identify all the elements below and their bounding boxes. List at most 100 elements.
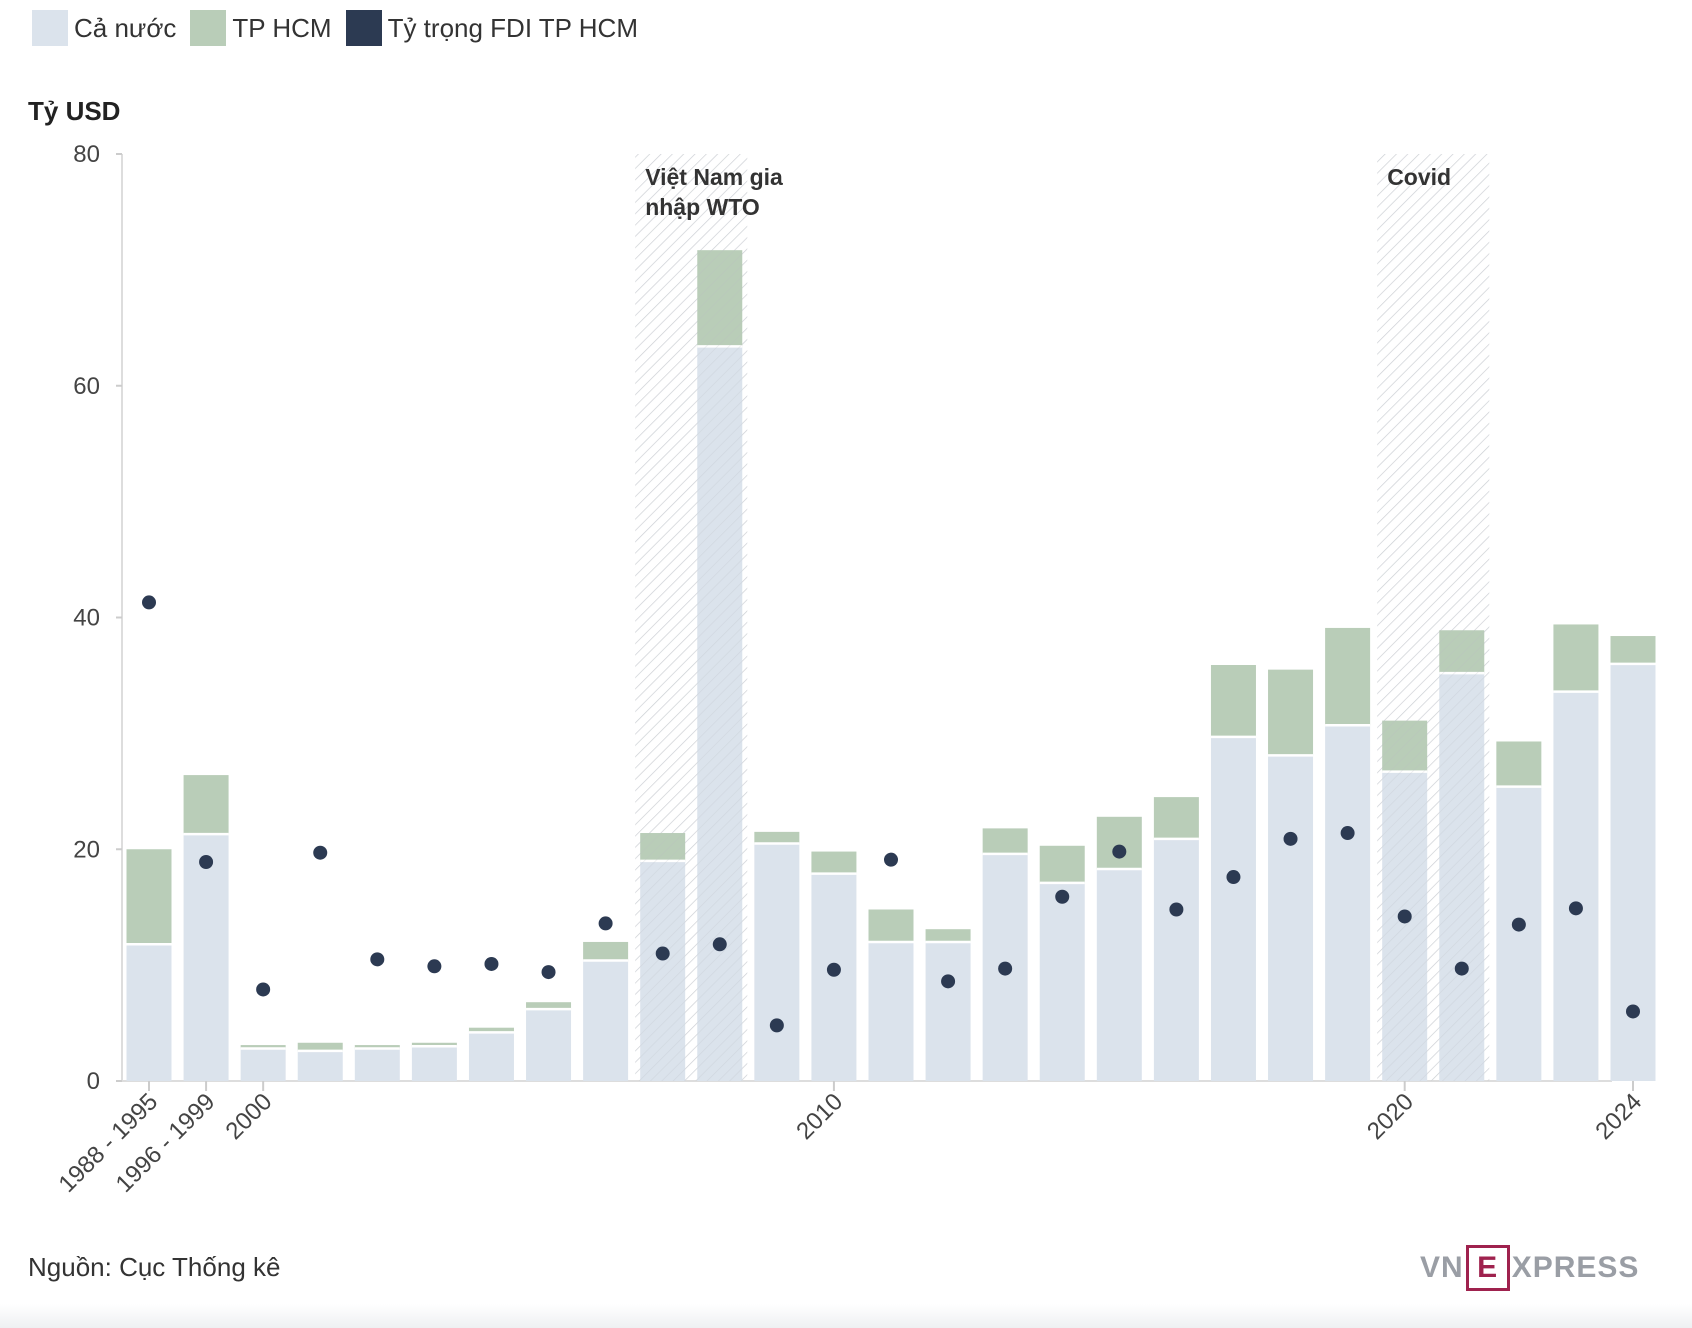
point-ty-trong-16 [1055, 889, 1070, 904]
point-ty-trong-5 [427, 959, 442, 974]
bar-tp-hcm-6 [468, 1027, 514, 1033]
y-axis-title: Tỷ USD [28, 96, 121, 126]
bar-tp-hcm-0 [126, 849, 172, 945]
bar-tp-hcm-17 [1096, 816, 1142, 869]
bar-ca-nuoc-18 [1153, 838, 1199, 1081]
point-ty-trong-25 [1568, 901, 1583, 916]
x-tick-label-2: 2000 [221, 1088, 278, 1145]
legend-swatch-tp-hcm [190, 10, 227, 46]
point-ty-trong-2 [256, 982, 271, 997]
point-ty-trong-23 [1454, 961, 1469, 976]
bar-ca-nuoc-4 [354, 1048, 400, 1081]
bar-tp-hcm-26 [1610, 636, 1656, 664]
legend-item-ty-trong: Tỷ trọng FDI TP HCM [345, 10, 638, 46]
point-ty-trong-14 [941, 974, 956, 989]
point-ty-trong-7 [541, 965, 556, 980]
bar-ca-nuoc-13 [868, 941, 914, 1081]
point-ty-trong-21 [1340, 826, 1355, 841]
bar-ca-nuoc-7 [526, 1009, 572, 1081]
point-ty-trong-10 [712, 937, 727, 952]
highlight-label-0-line-1: nhập WTO [645, 194, 760, 220]
bar-ca-nuoc-1 [183, 834, 229, 1081]
legend-label-ty-trong: Tỷ trọng FDI TP HCM [387, 12, 638, 43]
bar-ca-nuoc-14 [925, 941, 971, 1081]
x-tick-label-12: 2010 [791, 1088, 848, 1145]
logo-text-vn: VN [1420, 1251, 1464, 1284]
x-tick-label-22: 2020 [1362, 1088, 1419, 1145]
highlight-overlay-1 [1377, 154, 1490, 1081]
point-ty-trong-15 [998, 961, 1013, 976]
legend-label-ca-nuoc: Cả nước [74, 12, 177, 43]
bar-ca-nuoc-8 [583, 960, 629, 1081]
bar-tp-hcm-20 [1268, 669, 1314, 756]
logo-text-xpress: XPRESS [1511, 1251, 1640, 1284]
bar-ca-nuoc-6 [468, 1032, 514, 1081]
legend-item-tp-hcm: TP HCM [190, 10, 332, 46]
bar-ca-nuoc-11 [754, 843, 800, 1081]
highlight-label-0-line-0: Việt Nam gia [645, 164, 783, 190]
bar-tp-hcm-1 [183, 775, 229, 835]
point-ty-trong-4 [370, 952, 385, 967]
point-ty-trong-3 [313, 845, 328, 860]
share-points [142, 595, 1640, 1033]
y-tick-label-60: 60 [73, 373, 100, 400]
bar-tp-hcm-25 [1553, 624, 1599, 692]
point-ty-trong-12 [826, 962, 841, 977]
y-tick-label-0: 0 [87, 1068, 100, 1095]
bar-ca-nuoc-3 [297, 1050, 343, 1081]
point-ty-trong-1 [199, 854, 214, 869]
point-ty-trong-18 [1169, 902, 1184, 917]
bar-ca-nuoc-12 [811, 873, 857, 1081]
bar-tp-hcm-16 [1039, 845, 1085, 883]
point-ty-trong-8 [598, 916, 613, 931]
point-ty-trong-6 [484, 956, 499, 971]
point-ty-trong-0 [142, 595, 156, 610]
point-ty-trong-17 [1112, 844, 1127, 859]
highlight-overlays [635, 154, 1490, 1081]
bar-tp-hcm-7 [526, 1002, 572, 1010]
bar-ca-nuoc-16 [1039, 882, 1085, 1081]
bar-tp-hcm-5 [411, 1042, 457, 1047]
bar-tp-hcm-14 [925, 929, 971, 942]
bar-ca-nuoc-24 [1496, 786, 1542, 1081]
bar-tp-hcm-3 [297, 1042, 343, 1051]
logo-e-box: E [1465, 1245, 1510, 1291]
bar-tp-hcm-19 [1210, 665, 1256, 737]
point-ty-trong-24 [1511, 917, 1526, 932]
bar-tp-hcm-2 [240, 1045, 286, 1049]
highlight-label-1-line-0: Covid [1387, 164, 1451, 190]
y-tick-label-40: 40 [73, 605, 100, 632]
bar-ca-nuoc-19 [1210, 736, 1256, 1081]
point-ty-trong-19 [1226, 870, 1241, 885]
bar-tp-hcm-21 [1325, 627, 1371, 726]
point-ty-trong-11 [769, 1018, 784, 1033]
bar-tp-hcm-13 [868, 909, 914, 942]
bar-ca-nuoc-21 [1325, 725, 1371, 1081]
bar-tp-hcm-15 [982, 828, 1028, 854]
bar-ca-nuoc-25 [1553, 691, 1599, 1081]
bar-ca-nuoc-5 [411, 1046, 457, 1081]
highlight-overlay-0 [635, 154, 748, 1081]
bar-tp-hcm-8 [583, 941, 629, 961]
legend-label-tp-hcm: TP HCM [232, 12, 332, 43]
point-ty-trong-9 [655, 946, 670, 961]
bar-tp-hcm-4 [354, 1045, 400, 1049]
point-ty-trong-13 [884, 852, 898, 867]
bar-tp-hcm-18 [1153, 797, 1199, 839]
y-tick-label-20: 20 [73, 836, 100, 863]
point-ty-trong-26 [1626, 1004, 1640, 1019]
y-tick-label-80: 80 [73, 141, 100, 168]
bar-ca-nuoc-2 [240, 1048, 286, 1081]
bar-tp-hcm-12 [811, 851, 857, 874]
point-ty-trong-22 [1397, 909, 1412, 924]
legend: Cả nước TP HCM Tỷ trọng FDI TP HCM [32, 10, 638, 46]
vnexpress-logo: VN E XPRESS [1420, 1245, 1639, 1291]
x-tick-label-26: 2024 [1590, 1088, 1647, 1145]
bottom-shade [0, 1304, 1692, 1328]
bar-tp-hcm-11 [754, 831, 800, 844]
bar-ca-nuoc-20 [1268, 755, 1314, 1081]
bar-ca-nuoc-17 [1096, 868, 1142, 1081]
legend-swatch-ca-nuoc [32, 10, 68, 46]
legend-item-ca-nuoc: Cả nước [32, 10, 176, 46]
